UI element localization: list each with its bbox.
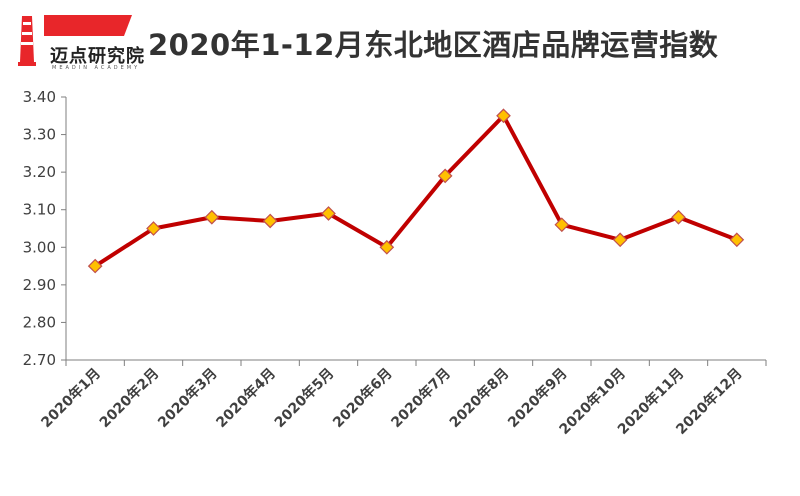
data-point <box>612 232 628 248</box>
y-tick-label: 3.00 <box>23 238 56 256</box>
data-point <box>729 232 745 248</box>
data-point <box>321 206 336 221</box>
x-tick-label: 2020年5月 <box>271 365 337 431</box>
header: 迈点研究院 MEADIN ACADEMY 2020年1-12月东北地区酒店品牌运… <box>0 0 800 80</box>
data-point <box>146 221 161 236</box>
logo-text: 迈点研究院 <box>50 46 145 67</box>
y-tick-label: 2.70 <box>23 351 56 369</box>
data-point <box>671 209 686 225</box>
x-tick-label: 2020年2月 <box>96 365 162 431</box>
data-point <box>437 168 453 184</box>
y-tick-label: 3.40 <box>23 88 56 106</box>
data-point <box>204 209 220 225</box>
x-tick-label: 2020年6月 <box>329 365 395 431</box>
y-tick-label: 3.20 <box>23 163 56 181</box>
data-point <box>554 217 570 233</box>
y-tick-label: 3.10 <box>23 201 56 219</box>
logo-subtitle: MEADIN ACADEMY <box>52 65 141 71</box>
data-point <box>379 239 395 255</box>
chart-title: 2020年1-12月东北地区酒店品牌运营指数 <box>148 28 719 62</box>
x-tick-label: 2020年8月 <box>446 365 512 431</box>
data-point <box>496 108 511 124</box>
y-tick-label: 2.90 <box>23 276 56 294</box>
chart-svg: 2.702.802.903.003.103.203.303.402020年1月2… <box>23 88 767 438</box>
x-tick-label: 2020年7月 <box>388 365 454 431</box>
x-tick-label: 2020年1月 <box>38 365 104 431</box>
series-line <box>94 113 738 268</box>
x-tick-label: 2020年3月 <box>154 365 220 431</box>
x-tick-label: 2020年4月 <box>213 365 279 431</box>
y-tick-label: 3.30 <box>23 126 56 144</box>
data-point <box>262 213 278 229</box>
data-point <box>87 258 103 274</box>
line-chart: 2.70 2.80 2.90 3.00 3.10 3.20 3.30 3.40 2020年1月 2… <box>0 80 800 492</box>
lighthouse-logo-icon: 迈点研究院 MEADIN ACADEMY <box>14 10 144 72</box>
y-tick-label: 2.80 <box>23 313 56 331</box>
